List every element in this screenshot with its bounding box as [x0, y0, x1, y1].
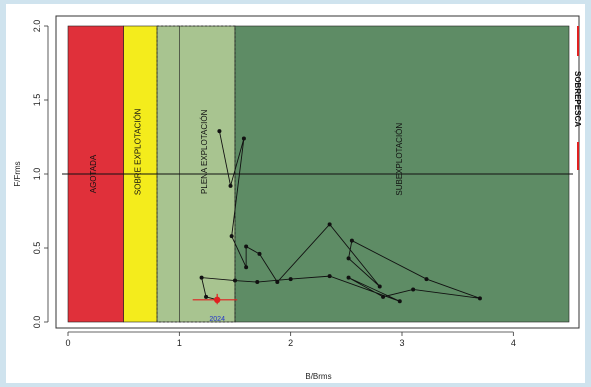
trajectory-point-19	[288, 277, 293, 282]
trajectory-point-15	[381, 294, 386, 299]
trajectory-point-2	[241, 136, 246, 141]
legend: SOBREPESCA	[573, 26, 582, 170]
x-tick-label-2: 2	[288, 338, 293, 348]
x-tick-label-1: 1	[177, 338, 182, 348]
current-point-label: 2024	[209, 316, 225, 323]
y-tick-label-3: 1.5	[32, 94, 42, 107]
y-axis: 0.0 0.5 1.0 1.5 2.0	[32, 20, 49, 329]
chart-frame: AGOTADA SOBRE EXPLOTACIÓN PLENA EXPLOTACIÓ…	[6, 4, 585, 383]
trajectory-point-12	[424, 277, 429, 282]
trajectory-point-13	[477, 296, 482, 301]
trajectory-point-1	[228, 183, 233, 188]
y-tick-label-2: 1.0	[32, 168, 42, 181]
zone-label-3: PLENA EXPLOTACIÓN	[200, 109, 209, 194]
trajectory-point-14	[411, 287, 416, 292]
trajectory-point-8	[327, 222, 332, 227]
x-axis: 0 1 2 3 4	[65, 331, 516, 348]
trajectory-point-23	[204, 294, 209, 299]
kobe-plot: AGOTADA SOBRE EXPLOTACIÓN PLENA EXPLOTACIÓ…	[13, 15, 582, 381]
x-tick-label-0: 0	[65, 338, 70, 348]
current-point-layer: 2024	[192, 293, 238, 323]
x-tick-label-4: 4	[511, 338, 516, 348]
current-point	[213, 296, 221, 303]
trajectory-point-16	[346, 275, 351, 280]
trajectory-layer	[199, 129, 482, 304]
trajectory-point-18	[327, 274, 332, 279]
y-tick-label-1: 0.5	[32, 242, 42, 255]
plot-border	[55, 15, 580, 329]
zone-label-1: SOBRE EXPLOTACIÓN	[133, 108, 142, 195]
trajectory-point-6	[257, 251, 262, 256]
trajectory-point-22	[199, 275, 204, 280]
trajectory-point-0	[217, 129, 222, 134]
trajectory-point-7	[275, 280, 280, 285]
x-axis-label: B/Brms	[305, 372, 331, 381]
trajectory-point-21	[233, 278, 237, 283]
legend-label: SOBREPESCA	[573, 71, 582, 127]
y-tick-label-0: 0.0	[32, 316, 42, 329]
y-axis-label: F/Frms	[13, 161, 22, 186]
x-tick-label-3: 3	[399, 338, 404, 348]
trajectory-point-10	[346, 256, 351, 261]
zone-label-4: SUBEXPLOTACIÓN	[395, 123, 404, 196]
trajectory-point-11	[349, 238, 354, 243]
trajectory-point-3	[229, 234, 234, 239]
trajectory-point-17	[397, 299, 402, 304]
y-tick-label-4: 2.0	[32, 20, 42, 33]
trajectory-point-9	[377, 284, 382, 289]
trajectory-point-5	[244, 244, 249, 249]
trajectory-point-20	[255, 280, 260, 285]
trajectory-point-4	[244, 265, 249, 270]
